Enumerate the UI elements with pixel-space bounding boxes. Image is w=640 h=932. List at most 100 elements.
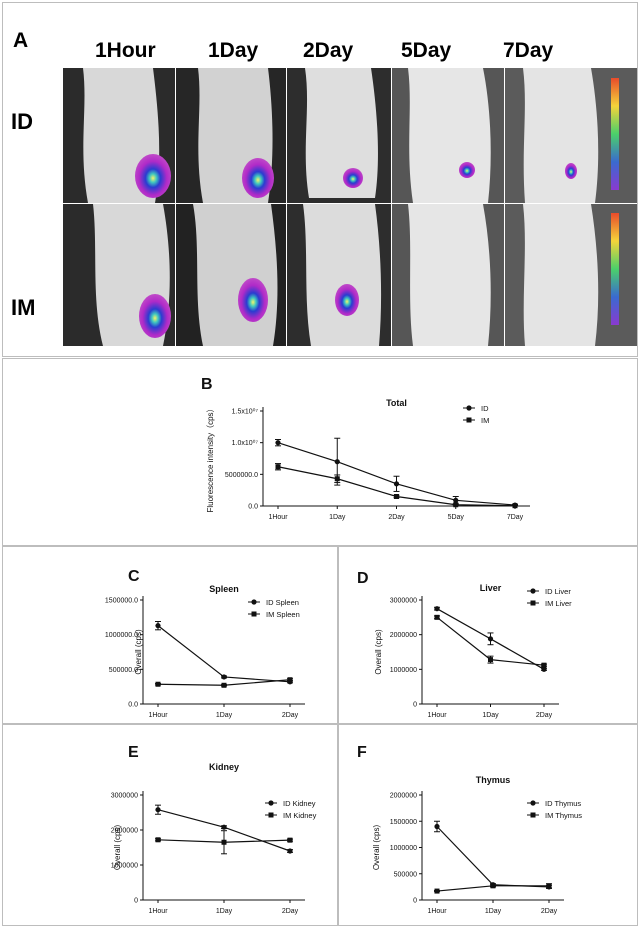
data-point [541,662,547,668]
chart-total: B Total Fluorescence intensity（cps） 0.0 5000… [201,376,530,521]
x-tick-label: 1Hour [148,712,168,719]
x-tick-label: 1Day [216,712,233,719]
y-tick-label: 1500000 [390,819,417,826]
x-tick-label: 1Day [329,514,346,521]
legend-marker [251,611,257,617]
y-tick-label: 0 [134,898,138,905]
data-point [155,623,161,629]
data-point [487,636,494,642]
legend-label: ID Liver [545,587,571,596]
data-point [334,459,340,465]
panel-f: F Thymus Overall (cps) 0 500000 1000000 150000… [338,724,638,926]
data-point [490,883,496,889]
y-tick-label: 2000000 [390,632,417,639]
data-point [453,502,459,508]
data-point [287,848,293,854]
y-tick-label: 0.0 [248,504,258,511]
timepoint-label-5: 7Day [503,39,554,62]
panel-d: D Liver Overall (cps) 0 1000000 2000000 300000… [338,546,638,724]
legend-marker [251,599,257,605]
y-tick-label: 2000000 [111,828,138,835]
data-point [155,807,161,813]
y-tick-label: 0 [413,702,417,709]
x-tick-label: 2Day [388,514,405,521]
x-tick-label: 1Day [482,712,499,719]
y-tick-label: 1000000 [390,845,417,852]
series-line-0 [157,625,291,683]
y-tick-label: 1000000 [111,863,138,870]
y-tick-label: 1.0x10⁰⁷ [232,439,259,447]
y-tick-label: 1000000.0 [105,632,138,639]
y-axis-label: Overall (cps) [134,629,143,675]
y-tick-label: 500000 [394,871,417,878]
data-point [221,674,227,680]
data-point [221,682,227,688]
x-tick-label: 1Hour [268,514,288,521]
legend-label: IM [481,416,489,425]
y-tick-label: 0.0 [128,702,138,709]
data-point [221,824,227,830]
data-point [393,481,400,487]
legend-label: IM Spleen [266,610,300,619]
timepoint-label-1: 1Hour [95,39,156,62]
timepoint-label-4: 5Day [401,39,452,62]
data-point [541,666,547,672]
legend-label: ID Kidney [283,799,316,808]
data-point [488,657,493,663]
y-tick-label: 2000000 [390,793,417,800]
panel-letter-E: E [128,744,139,761]
x-tick-label: 1Day [216,908,233,915]
data-point [434,606,440,612]
x-tick-label: 2Day [536,712,553,719]
chart-title: Spleen [209,584,239,594]
chart-thymus: F Thymus Overall (cps) 0 500000 1000000 150000… [357,744,582,915]
x-tick-label: 1Day [485,908,502,915]
data-point [287,837,293,843]
y-axis-label: Overall (cps) [113,824,122,870]
y-tick-label: 0 [413,898,417,905]
chart-liver: D Liver Overall (cps) 0 1000000 2000000 300000… [357,570,572,719]
data-point [275,440,281,446]
data-point [434,614,440,620]
legend-marker [268,812,274,818]
panel-letter-C: C [128,568,140,585]
x-tick-label: 7Day [507,514,524,521]
panel-e: E Kidney Overall (cps) 0 1000000 2000000 30000… [2,724,338,926]
panel-letter-F: F [357,744,367,761]
data-point [434,888,440,894]
legend-label: IM Kidney [283,811,317,820]
data-point [155,681,161,687]
chart-title: Thymus [476,775,511,785]
x-tick-label: 2Day [541,908,558,915]
chart-spleen: C Spleen Overall (cps) 0.0 500000.0 1000000.0… [105,568,305,719]
row-label-id: ID [11,109,33,134]
legend-marker [466,417,472,423]
x-tick-label: 2Day [282,712,299,719]
chart-kidney: E Kidney Overall (cps) 0 1000000 2000000 30000… [111,744,317,915]
legend-marker [268,800,274,806]
panel-b: B Total Fluorescence intensity（cps） 0.0 5000… [2,358,638,546]
panel-a-label: A [13,29,29,52]
panel-c: C Spleen Overall (cps) 0.0 500000.0 1000000.0… [2,546,338,724]
panel-a: A 1Hour 1Day 2Day 5Day 7Day ID IM [2,2,638,357]
legend-label: IM Thymus [545,811,582,820]
y-axis-label: Fluorescence intensity（cps） [206,404,215,512]
x-tick-label: 2Day [282,908,299,915]
row-label-im: IM [11,295,36,320]
series-line-0 [436,826,550,888]
panel-letter-D: D [357,570,369,587]
y-axis-label: Overall (cps) [372,824,381,870]
data-point [512,503,518,509]
panel-letter-B: B [201,376,213,393]
x-tick-label: 5Day [448,514,465,521]
chart-title: Liver [480,583,502,593]
x-tick-label: 1Hour [148,908,168,915]
y-tick-label: 3000000 [111,793,138,800]
y-axis-label: Overall (cps) [374,629,383,675]
y-tick-label: 1.5x10⁰⁷ [232,408,259,416]
chart-title: Kidney [209,762,239,772]
chart-title: Total [386,398,407,408]
data-point [453,497,459,503]
legend-label: ID [481,404,489,413]
imaging-grid [63,68,637,346]
